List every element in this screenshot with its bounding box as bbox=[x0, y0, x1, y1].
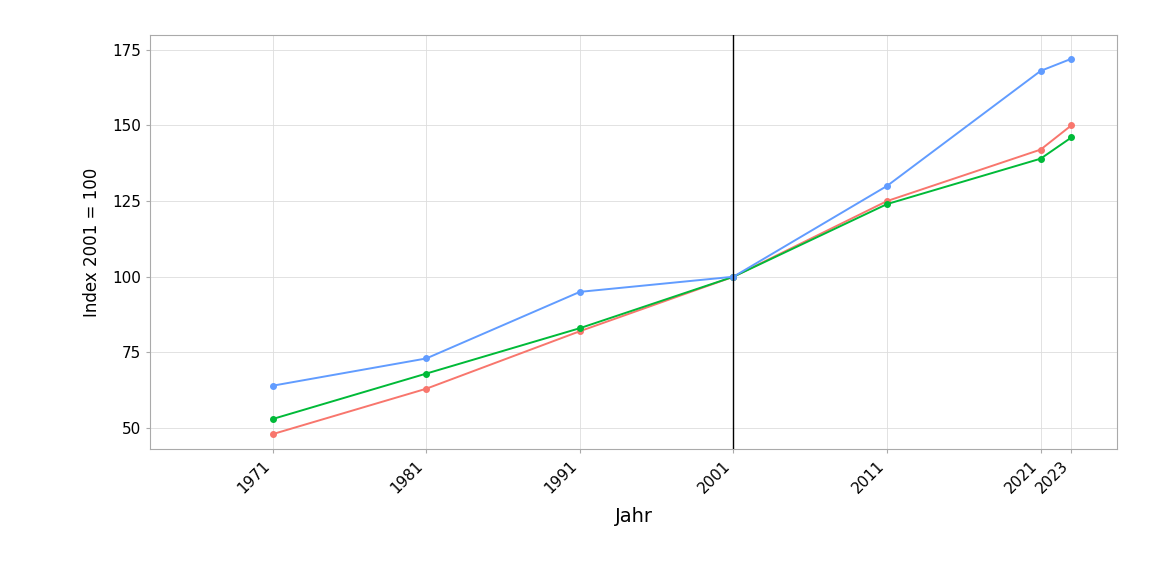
Tirol bbox=[727, 273, 741, 280]
Unterperfuss bbox=[573, 289, 586, 295]
Unterperfuss bbox=[880, 183, 894, 190]
Bezirk IL bbox=[266, 431, 280, 438]
Line: Tirol: Tirol bbox=[270, 135, 1074, 422]
Unterperfuss bbox=[419, 355, 433, 362]
Bezirk IL bbox=[1033, 146, 1047, 153]
Tirol bbox=[573, 325, 586, 332]
Unterperfuss bbox=[1033, 67, 1047, 74]
Tirol bbox=[880, 200, 894, 207]
Tirol bbox=[419, 370, 433, 377]
Bezirk IL bbox=[1064, 122, 1078, 129]
Unterperfuss bbox=[727, 273, 741, 280]
X-axis label: Jahr: Jahr bbox=[615, 507, 652, 526]
Tirol bbox=[1033, 155, 1047, 162]
Tirol bbox=[266, 415, 280, 422]
Unterperfuss bbox=[266, 382, 280, 389]
Bezirk IL bbox=[727, 273, 741, 280]
Unterperfuss bbox=[1064, 55, 1078, 62]
Line: Unterperfuss: Unterperfuss bbox=[270, 56, 1074, 388]
Bezirk IL bbox=[573, 328, 586, 335]
Bezirk IL bbox=[880, 198, 894, 204]
Bezirk IL bbox=[419, 385, 433, 392]
Tirol bbox=[1064, 134, 1078, 141]
Line: Bezirk IL: Bezirk IL bbox=[270, 123, 1074, 437]
Y-axis label: Index 2001 = 100: Index 2001 = 100 bbox=[83, 167, 100, 317]
